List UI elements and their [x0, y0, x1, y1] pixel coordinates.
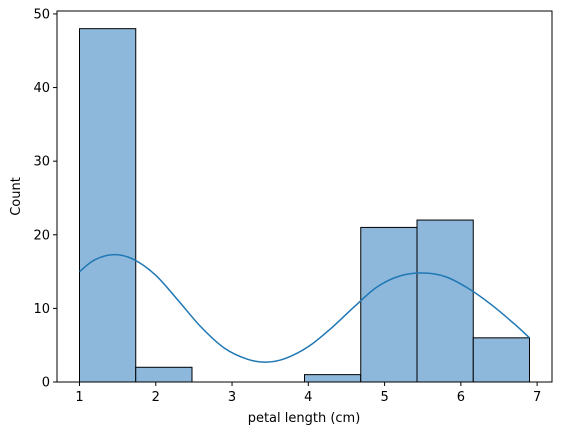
x-tick-label: 7	[533, 390, 541, 405]
y-tick-label: 50	[33, 7, 50, 22]
x-tick-label: 5	[380, 390, 388, 405]
x-tick-label: 2	[152, 390, 160, 405]
histogram-bar-7	[472, 337, 530, 383]
x-axis-ticks: 1 2 3 4 5 6 7	[75, 382, 541, 405]
plot-frame	[56, 10, 553, 383]
y-tick-label: 30	[33, 155, 50, 170]
y-tick-label: 0	[42, 376, 50, 391]
histogram-bar-0	[79, 28, 137, 383]
x-tick-label: 3	[228, 390, 236, 405]
kde-line	[79, 253, 531, 363]
x-tick-label: 4	[304, 390, 312, 405]
y-tick-label: 10	[33, 302, 50, 317]
histogram-bar-6	[416, 219, 474, 383]
histogram-bar-1	[135, 366, 193, 383]
y-axis-ticks: 0 10 20 30 40 50	[33, 7, 57, 391]
y-axis-label: Count	[9, 177, 24, 216]
x-tick-label: 1	[75, 390, 83, 405]
y-tick-label: 40	[33, 81, 50, 96]
histogram-bar-5	[360, 226, 418, 383]
bars-group	[79, 28, 530, 383]
x-axis-label: petal length (cm)	[248, 411, 361, 426]
y-tick-label: 20	[33, 228, 50, 243]
histogram-bar-4	[304, 374, 362, 383]
x-tick-label: 6	[457, 390, 465, 405]
